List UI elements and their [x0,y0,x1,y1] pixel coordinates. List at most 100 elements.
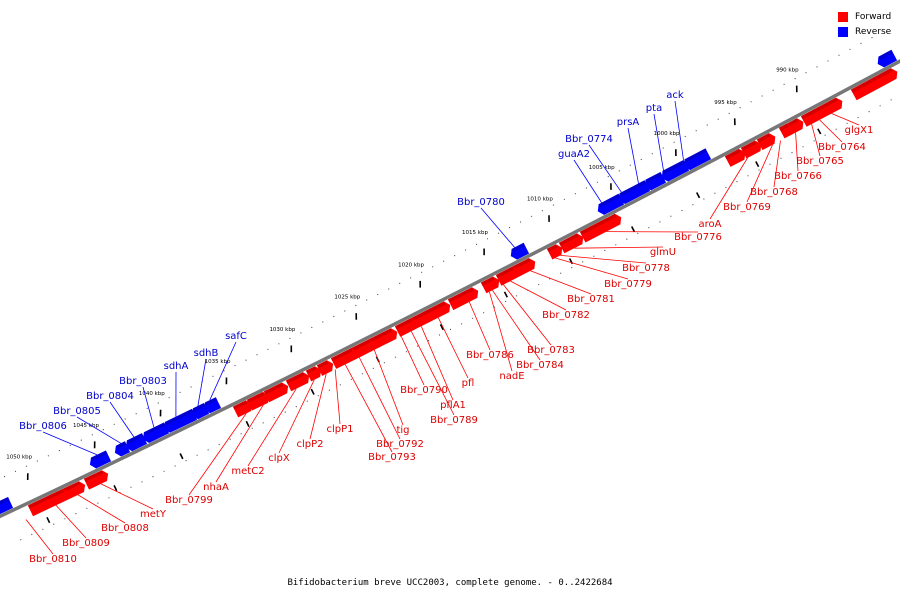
gene-arrow [163,408,198,433]
gene-arrow [368,328,398,350]
label-leader [437,317,469,379]
minor-tick-dot [670,215,672,217]
minor-tick-dot [681,209,683,212]
gene-label: Bbr_0784 [516,360,564,371]
gene-arrow-shade [512,258,531,270]
gene-arrow-shade [126,433,144,444]
minor-tick-dot [890,99,892,101]
minor-tick-dot [339,384,341,386]
label-leader [573,159,602,203]
minor-tick-dot [574,193,577,195]
gene-arrow-shade [349,339,371,352]
forward-gene [740,140,762,159]
minor-tick-dot [571,267,573,269]
gene-label: Bbr_0778 [622,263,670,274]
minor-tick-dot [714,192,716,194]
minor-tick-dot [794,78,796,80]
minor-tick-dot [454,255,456,257]
forward-swatch [838,11,848,22]
legend-forward: Forward [838,9,891,24]
minor-tick-dot [223,370,225,372]
gene-label: Bbr_0799 [165,495,213,506]
gene-arrow-shade [480,276,495,286]
label-leaders [25,100,860,555]
minor-tick-dot [80,439,82,441]
gene-arrow-shade [62,481,81,492]
gene-arrow-shade [684,148,708,163]
gene-arrow-shade [285,372,305,384]
kbp-tick-inner [46,516,51,524]
minor-tick-dot [739,107,741,109]
minor-tick-dot [461,323,463,325]
minor-tick-dot [432,266,434,268]
label-leader [530,270,592,295]
label-leader [510,280,567,311]
gene-label: Bbr_0786 [466,350,514,361]
gene-arrow-shade [263,382,284,395]
minor-tick-dot [692,204,694,206]
gene-arrow-shade [619,180,647,197]
minor-tick-dot [64,518,66,520]
minor-tick-dot [486,238,489,240]
gene-arrow-shade [645,172,663,183]
label-leader [420,326,454,401]
label-leader [25,519,54,555]
minor-tick-dot [185,460,187,462]
label-leader [489,291,513,372]
minor-tick-dot [97,502,99,504]
minor-tick-dot [472,317,474,319]
minor-tick-dot [14,470,17,472]
kbp-tick-label: 1020 kbp [398,262,424,268]
kbp-tick-label: 990 kbp [776,67,799,73]
minor-tick-dot [278,343,280,345]
label-leader [188,413,247,496]
minor-tick-dot [728,112,730,114]
reverse-gene [191,403,210,420]
minor-tick-dot [626,238,628,240]
gene-arrow [724,148,746,167]
minor-tick-dot [196,454,198,456]
minor-tick-dot [761,95,763,97]
minor-tick-dot [273,416,275,419]
minor-tick-dot [69,444,71,446]
gene-arrow [394,318,418,337]
reverse-gene [114,441,131,457]
gene-arrow-shade [164,408,194,426]
kbp-ticks: 990 kbp 995 kbp 1000 kbp 1005 kbp 1010 kbp 10… [6,67,822,524]
minor-tick-dot [295,406,297,408]
gene-label: pflA1 [440,400,466,411]
gene-arrow-shade [598,193,621,208]
gene-arrow-shade [27,488,65,509]
minor-tick-dot [300,332,302,334]
gene-label: Bbr_0765 [796,156,844,167]
label-leader [588,144,622,193]
forward-gene [558,233,584,254]
minor-tick-dot [383,362,385,364]
minor-tick-dot [827,60,829,62]
gene-arrow [579,213,622,243]
gene-arrow-shade [330,348,353,362]
minor-tick-dot [593,255,595,257]
gene-label: Bbr_0789 [430,415,478,426]
kbp-tick-inner [113,485,118,492]
minor-tick-dot [328,389,330,391]
minor-tick-dot [516,295,518,297]
minor-tick-dot [637,232,639,234]
kbp-tick-inner [439,324,444,331]
minor-tick-dot [399,282,401,284]
gene-arrow-shade [410,301,446,322]
gene-label: Bbr_0809 [62,538,110,549]
forward-gene [850,68,898,101]
gene-arrow [495,266,520,286]
gene-label: Bbr_0805 [53,406,101,417]
reverse-gene [163,408,198,433]
legend-reverse: Reverse [838,24,891,39]
gene-label: Bbr_0774 [565,134,613,145]
minor-tick-dot [152,476,154,478]
reverse-gene [510,242,530,260]
minor-tick-dot [53,523,55,525]
kbp-tick-label: 1010 kbp [527,197,553,203]
minor-tick-dot [505,300,507,302]
minor-tick-dot [174,465,176,467]
gene-arrow [661,160,690,182]
